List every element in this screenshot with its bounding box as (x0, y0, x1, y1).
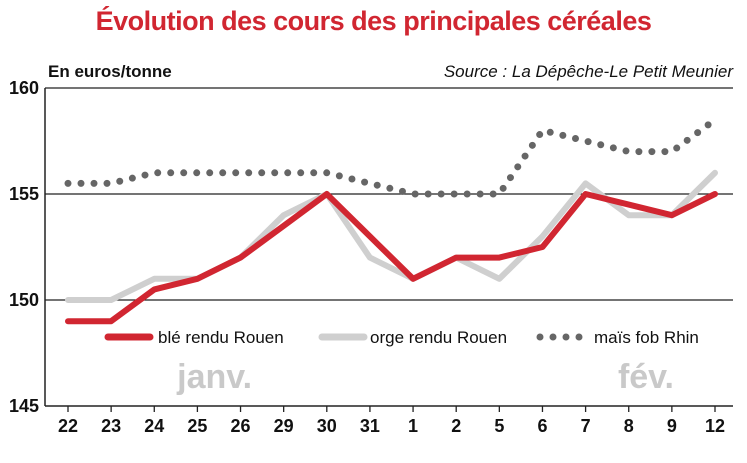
grid-lines (45, 87, 733, 301)
x-tick-24: 24 (144, 416, 164, 436)
x-tick-7: 7 (581, 416, 591, 436)
legend: blé rendu Rouen orge rendu Rouen maïs fob … (104, 328, 699, 347)
x-tick-1: 1 (408, 416, 418, 436)
series-line-2 (64, 116, 719, 198)
month-label: janv. (176, 358, 252, 396)
x-tick-23: 23 (101, 416, 121, 436)
month-labels: janv. fév. (176, 358, 674, 396)
y-axis-label: En euros/tonne (48, 62, 172, 81)
x-tick-12: 12 (705, 416, 725, 436)
x-tick-2: 2 (451, 416, 461, 436)
source-note: Source : La Dépêche-Le Petit Meunier (443, 62, 733, 81)
y-tick-155: 155 (9, 184, 39, 204)
x-tick-25: 25 (187, 416, 207, 436)
series-line-0 (65, 191, 718, 325)
x-tick-9: 9 (667, 416, 677, 436)
month-label: fév. (618, 358, 674, 396)
x-tick-8: 8 (624, 416, 634, 436)
x-tick-30: 30 (317, 416, 337, 436)
y-tick-145: 145 (9, 396, 39, 416)
chart-title: Évolution des cours des principales céré… (95, 6, 652, 36)
x-tick-22: 22 (58, 416, 78, 436)
y-tick-150: 150 (9, 290, 39, 310)
x-tick-5: 5 (494, 416, 504, 436)
y-tick-160: 160 (9, 78, 39, 98)
x-tick-26: 26 (231, 416, 251, 436)
x-tick-29: 29 (274, 416, 294, 436)
legend-label-1: orge rendu Rouen (370, 328, 507, 347)
series-lines (64, 116, 719, 325)
series-line-1 (65, 169, 718, 303)
legend-label-2: maïs fob Rhin (594, 328, 699, 347)
legend-label-0: blé rendu Rouen (158, 328, 284, 347)
x-tick-31: 31 (360, 416, 380, 436)
x-tick-6: 6 (537, 416, 547, 436)
